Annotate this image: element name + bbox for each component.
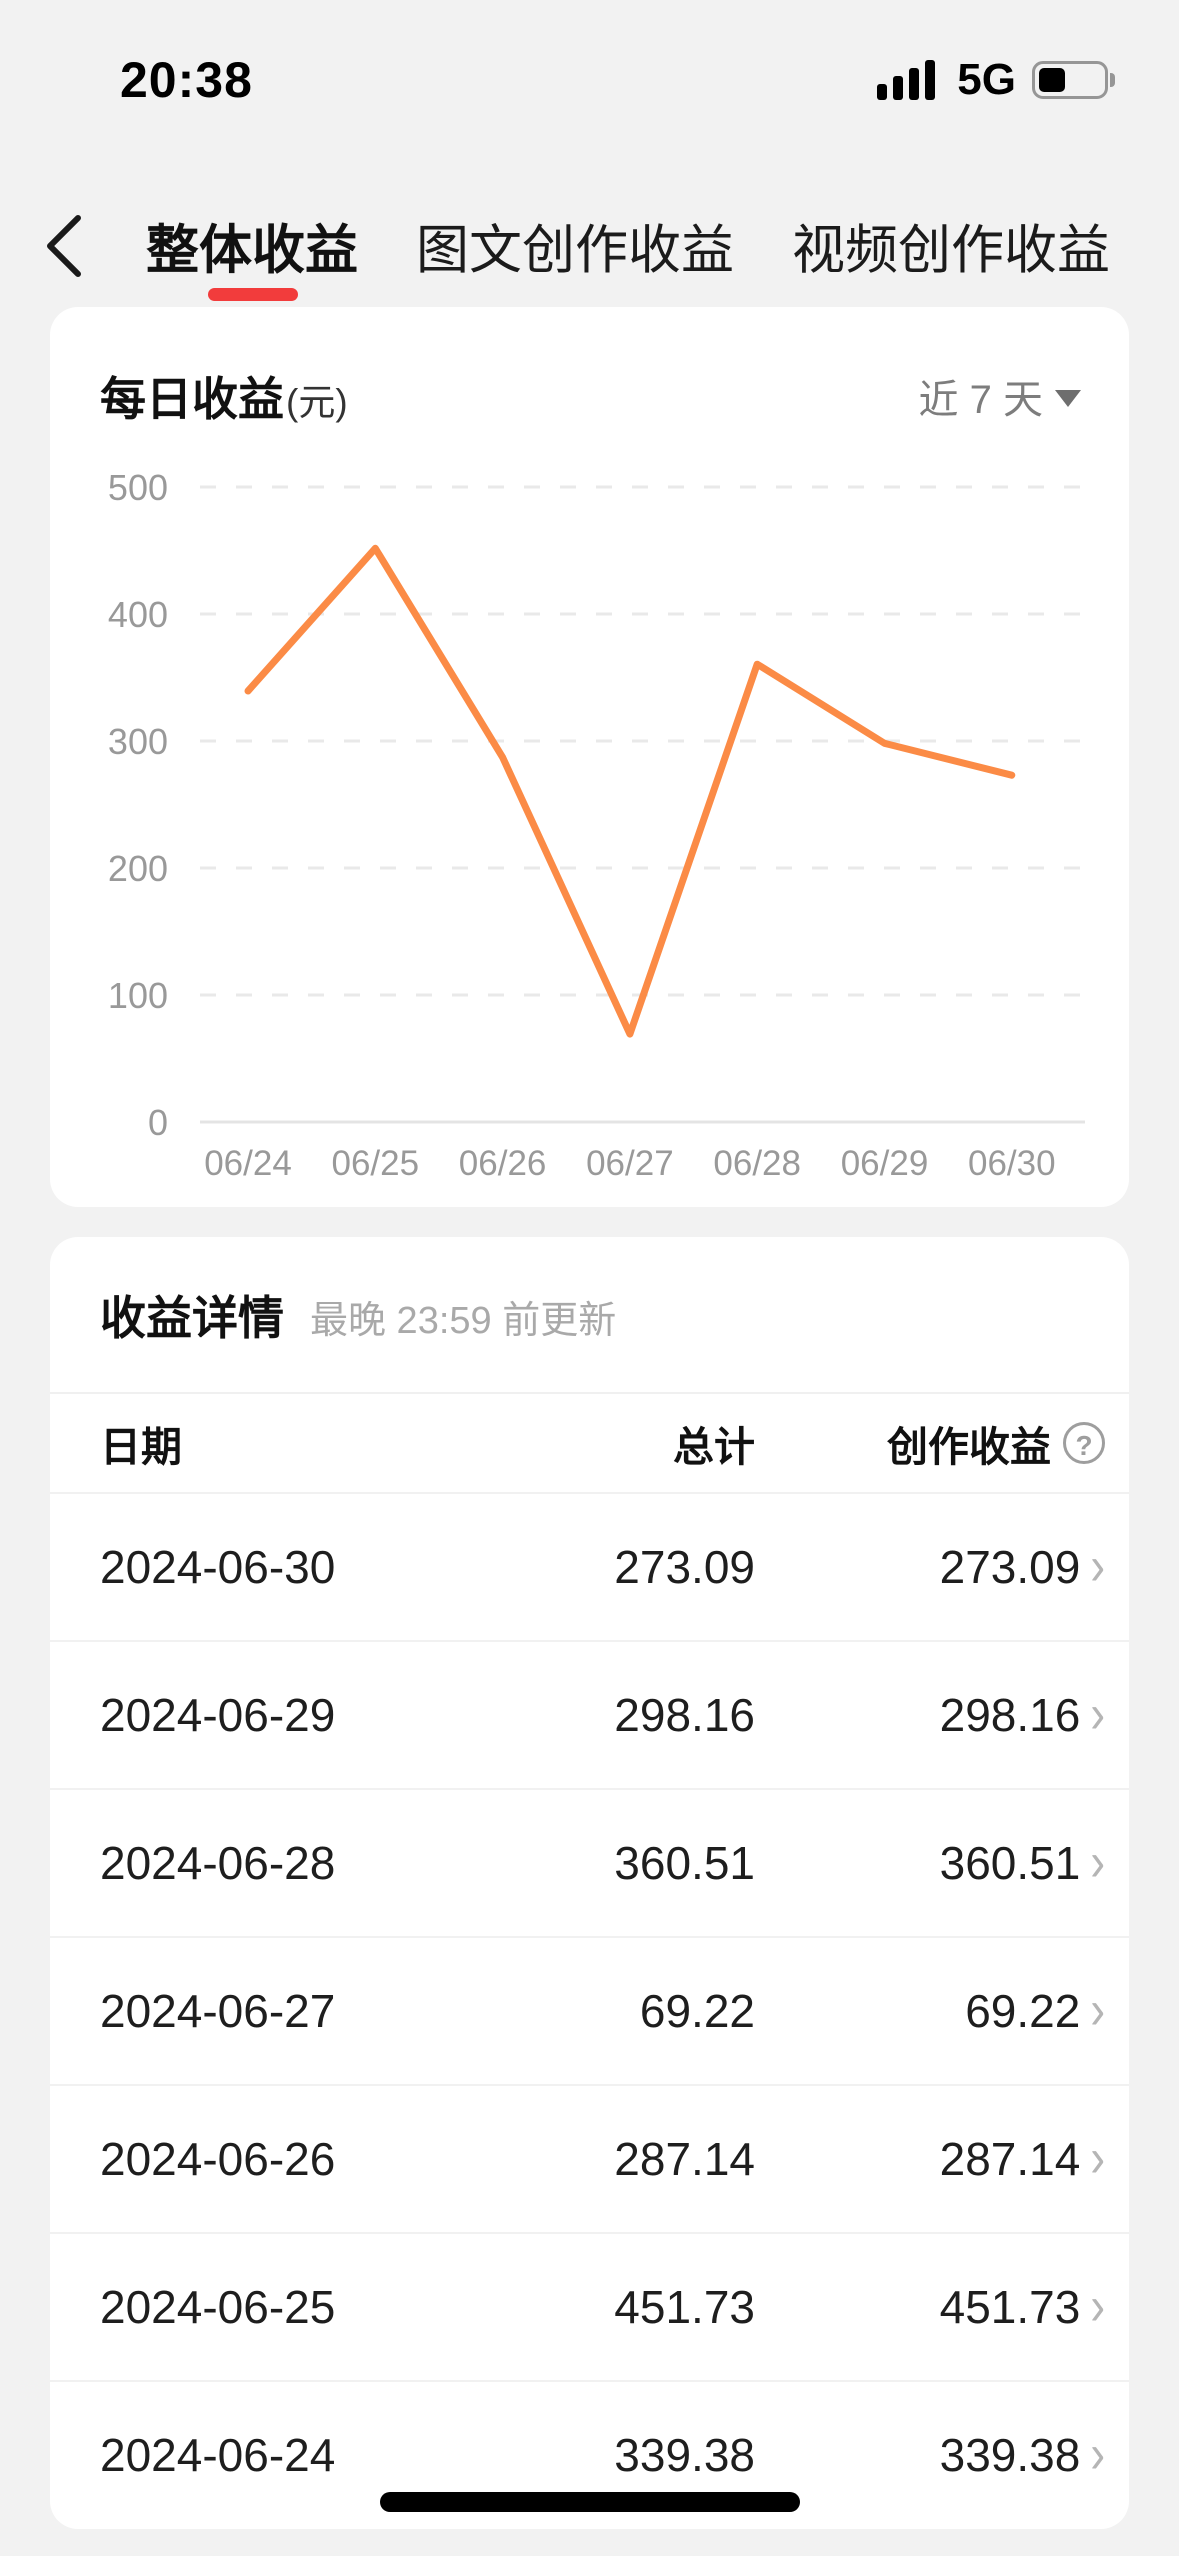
cell-creation: 451.73 › xyxy=(939,2275,1105,2337)
tab-video-earnings[interactable]: 视频创作收益 xyxy=(792,221,1110,280)
detail-card-header: 收益详情 最晚 23:59 前更新 xyxy=(50,1237,1129,1392)
status-bar: 20:38 5G xyxy=(0,30,1179,130)
update-time-note: 最晚 23:59 前更新 xyxy=(310,1300,617,1342)
table-row[interactable]: 2024-06-27 69.22 69.22 › xyxy=(50,1936,1129,2084)
chevron-right-icon: › xyxy=(1090,1831,1105,1893)
y-axis-label: 0 xyxy=(148,1102,168,1143)
column-header-total: 总计 xyxy=(673,1424,755,1470)
tab-overall-earnings[interactable]: 整体收益 xyxy=(146,221,358,280)
chevron-right-icon: › xyxy=(1090,1979,1105,2041)
cell-creation: 273.09 › xyxy=(939,1535,1105,1597)
chart-title-unit: (元) xyxy=(286,382,348,423)
date-range-selector[interactable]: 近 7 天 xyxy=(919,367,1081,425)
cell-total: 360.51 xyxy=(614,1837,755,1889)
status-icons: 5G xyxy=(877,55,1115,105)
x-axis-label: 06/27 xyxy=(586,1144,674,1183)
cell-creation: 69.22 › xyxy=(965,1979,1105,2041)
earnings-line-series xyxy=(244,544,1016,1038)
divider xyxy=(50,1392,1129,1394)
detail-title: 收益详情 xyxy=(100,1291,284,1344)
top-nav: 整体收益 图文创作收益 视频创作收益 xyxy=(0,200,1179,292)
caret-down-icon xyxy=(1055,389,1081,407)
cell-date: 2024-06-29 xyxy=(100,1689,336,1741)
column-header-date: 日期 xyxy=(100,1424,182,1470)
table-row[interactable]: 2024-06-30 273.09 273.09 › xyxy=(50,1492,1129,1640)
cell-creation: 298.16 › xyxy=(939,1683,1105,1745)
daily-earnings-line-chart: 0 100 200 300 400 500 06/24 06/25 06/26 06/27 06/2… xyxy=(108,467,1085,1183)
tab-bar: 整体收益 图文创作收益 视频创作收益 xyxy=(146,208,1110,284)
x-axis-label: 06/24 xyxy=(204,1144,292,1183)
back-chevron-icon xyxy=(47,215,81,277)
chart-card-header: 每日收益(元) 近 7 天 xyxy=(50,307,1129,429)
cell-total: 273.09 xyxy=(614,1541,755,1593)
table-row[interactable]: 2024-06-25 451.73 451.73 › xyxy=(50,2232,1129,2380)
cell-total: 451.73 xyxy=(614,2281,755,2333)
column-header-creation: 创作收益 ? xyxy=(755,1413,1105,1473)
cell-date: 2024-06-26 xyxy=(100,2133,336,2185)
table-row[interactable]: 2024-06-29 298.16 298.16 › xyxy=(50,1640,1129,1788)
cell-date: 2024-06-25 xyxy=(100,2281,336,2333)
table-row[interactable]: 2024-06-24 339.38 339.38 › xyxy=(50,2380,1129,2528)
cell-creation: 287.14 › xyxy=(939,2127,1105,2189)
cell-creation: 339.38 › xyxy=(939,2423,1105,2485)
cell-total: 339.38 xyxy=(614,2429,755,2481)
network-type-label: 5G xyxy=(957,55,1016,104)
chevron-right-icon: › xyxy=(1090,2275,1105,2337)
x-axis-label: 06/26 xyxy=(459,1144,547,1183)
y-axis-label: 200 xyxy=(108,848,168,889)
chevron-right-icon: › xyxy=(1090,1535,1105,1597)
battery-icon xyxy=(1032,61,1115,99)
active-tab-underline xyxy=(208,288,298,301)
daily-earnings-card: 每日收益(元) 近 7 天 0 100 200 300 400 500 06/24 06/25… xyxy=(50,307,1129,1207)
tab-article-earnings[interactable]: 图文创作收益 xyxy=(416,221,734,280)
cell-date: 2024-06-30 xyxy=(100,1541,336,1593)
x-axis-label: 06/25 xyxy=(332,1144,420,1183)
table-row[interactable]: 2024-06-26 287.14 287.14 › xyxy=(50,2084,1129,2232)
x-axis-label: 06/28 xyxy=(713,1144,801,1183)
y-axis-label: 500 xyxy=(108,467,168,508)
earnings-detail-card: 收益详情 最晚 23:59 前更新 日期 总计 创作收益 ? 2024-06-3… xyxy=(50,1237,1129,2529)
cell-total: 69.22 xyxy=(639,1985,755,2037)
x-axis-label: 06/30 xyxy=(968,1144,1056,1183)
cell-creation: 360.51 › xyxy=(939,1831,1105,1893)
chart-title: 每日收益(元) xyxy=(100,373,348,425)
cell-total: 287.14 xyxy=(614,2133,755,2185)
cell-date: 2024-06-27 xyxy=(100,1985,336,2037)
x-axis-label: 06/29 xyxy=(841,1144,929,1183)
table-header-row: 日期 总计 创作收益 ? xyxy=(50,1394,1129,1492)
cell-total: 298.16 xyxy=(614,1689,755,1741)
chevron-right-icon: › xyxy=(1090,2423,1105,2485)
home-indicator[interactable] xyxy=(379,2492,800,2512)
date-range-label: 近 7 天 xyxy=(918,378,1043,422)
help-icon[interactable]: ? xyxy=(1063,1422,1105,1464)
y-axis-label: 300 xyxy=(108,721,168,762)
chevron-right-icon: › xyxy=(1090,1683,1105,1745)
table-row[interactable]: 2024-06-28 360.51 360.51 › xyxy=(50,1788,1129,1936)
status-time: 20:38 xyxy=(120,52,253,108)
signal-strength-icon xyxy=(877,60,936,100)
table-body: 2024-06-30 273.09 273.09 › 2024-06-29 29… xyxy=(50,1492,1129,2528)
back-button[interactable] xyxy=(34,206,94,286)
chevron-right-icon: › xyxy=(1090,2127,1105,2189)
y-axis-label: 400 xyxy=(108,594,168,635)
y-axis-label: 100 xyxy=(108,975,168,1016)
cell-date: 2024-06-24 xyxy=(100,2429,336,2481)
cell-date: 2024-06-28 xyxy=(100,1837,336,1889)
